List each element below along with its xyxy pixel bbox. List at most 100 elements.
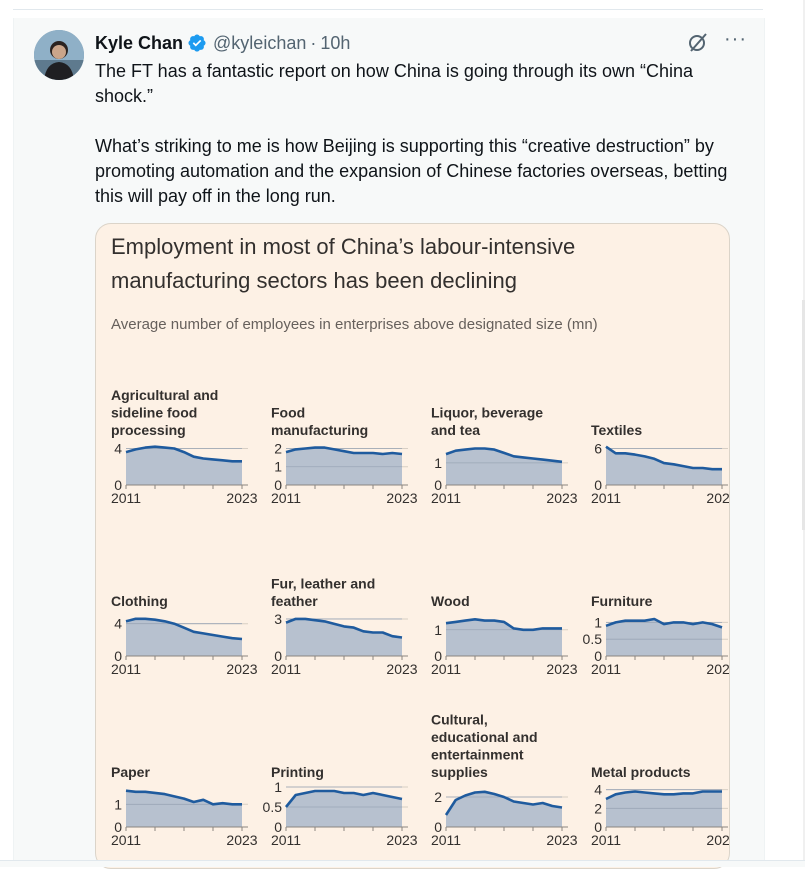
series-line — [285, 446, 403, 456]
tweet-text: The FT has a fantastic report on how Chi… — [95, 59, 755, 234]
small-multiple-panel: Metal products 2011 2023 0 2 4 — [591, 764, 729, 848]
x-tick-label: 2011 — [431, 661, 461, 677]
bottom-divider — [0, 860, 805, 867]
series-area — [286, 618, 402, 656]
x-tick-label: 2011 — [111, 490, 141, 506]
series-area — [286, 791, 402, 827]
series-line — [284, 789, 403, 808]
x-tick-label: 2011 — [271, 490, 301, 506]
series-area — [606, 791, 722, 827]
x-tick-label: 2023 — [706, 832, 729, 848]
x-tick-label: 2011 — [271, 661, 301, 677]
small-multiple-panel: Printing 2011 2023 0 0.5 1 — [263, 764, 418, 848]
series-area — [126, 618, 242, 656]
y-tick-label: 0 — [114, 648, 122, 664]
side-panel-edge — [802, 300, 805, 530]
x-tick-label: 2023 — [226, 661, 257, 677]
separator-dot: · — [310, 32, 317, 53]
x-tick-label: 2011 — [111, 832, 141, 848]
x-tick-label: 2023 — [226, 832, 257, 848]
small-multiple-panel: Wood 2011 2023 0 1 — [431, 593, 578, 677]
series-area — [446, 448, 562, 485]
x-tick-label: 2023 — [226, 490, 257, 506]
x-tick-label: 2011 — [271, 832, 301, 848]
small-multiple-panel: Furniture 2011 2023 00.51 — [583, 593, 729, 677]
y-tick-label: 0 — [434, 477, 442, 493]
y-tick-label: 0 — [594, 819, 602, 835]
divider — [13, 9, 763, 10]
y-tick-label: 3 — [274, 611, 282, 627]
x-tick-label: 2011 — [591, 661, 621, 677]
series-area — [446, 619, 562, 656]
author-handle[interactable]: @kyleichan — [213, 32, 307, 53]
panel-title: Paper — [111, 764, 150, 780]
x-tick-label: 2023 — [546, 661, 577, 677]
x-tick-label: 2023 — [546, 490, 577, 506]
series-line — [605, 790, 722, 801]
series-line — [605, 617, 723, 629]
avatar[interactable] — [34, 30, 84, 80]
series-line — [125, 617, 243, 641]
x-tick-label: 2011 — [431, 490, 461, 506]
panel-title: Food — [271, 405, 305, 421]
panel-title: Fur, leather and — [271, 576, 375, 592]
y-tick-label: 2 — [434, 789, 442, 805]
panel-title: Clothing — [111, 593, 168, 609]
y-tick-label: 4 — [594, 782, 602, 798]
y-tick-label: 0 — [594, 477, 602, 493]
series-area — [446, 791, 562, 827]
series-line — [125, 445, 242, 463]
panel-title: Furniture — [591, 593, 653, 609]
y-tick-label: 0 — [434, 648, 442, 664]
panel-title: Wood — [431, 593, 470, 609]
x-tick-label: 2011 — [591, 490, 621, 506]
avatar-image — [34, 30, 84, 80]
y-tick-label: 0 — [114, 819, 122, 835]
y-tick-label: 0 — [114, 477, 122, 493]
panel-title: manufacturing — [271, 422, 368, 438]
small-multiple-panel: Clothing 2011 2023 0 4 — [111, 593, 258, 677]
panel-title: and tea — [431, 422, 480, 438]
panel-title: feather — [271, 593, 318, 609]
series-line — [444, 790, 563, 816]
series-line — [445, 618, 562, 632]
panel-title: supplies — [431, 764, 488, 780]
y-tick-label: 4 — [114, 616, 122, 632]
y-tick-label: 2 — [594, 800, 602, 816]
panel-title: Textiles — [591, 422, 642, 438]
verified-badge-icon — [188, 34, 206, 52]
y-tick-label: 0.5 — [583, 631, 603, 647]
grok-icon[interactable] — [686, 30, 710, 54]
timestamp[interactable]: 10h — [320, 32, 351, 53]
x-tick-label: 2023 — [386, 832, 417, 848]
x-tick-label: 2023 — [386, 490, 417, 506]
x-tick-label: 2023 — [706, 661, 729, 677]
panel-title: processing — [111, 422, 186, 438]
y-tick-label: 1 — [434, 455, 442, 471]
y-tick-label: 0.5 — [263, 799, 283, 815]
tweet-paragraph: The FT has a fantastic report on how Chi… — [95, 61, 693, 106]
x-tick-label: 2023 — [546, 832, 577, 848]
small-multiple-panel: Textiles 2011 2023 0 6 — [591, 422, 729, 506]
series-area — [286, 447, 402, 485]
chart-image[interactable]: Employment in most of China’s labour-int… — [95, 223, 730, 869]
x-tick-label: 2011 — [111, 661, 141, 677]
panel-title: sideline food — [111, 405, 197, 421]
y-tick-label: 0 — [594, 648, 602, 664]
series-area — [126, 790, 242, 827]
more-icon[interactable]: ··· — [724, 28, 747, 50]
author-name[interactable]: Kyle Chan — [95, 32, 184, 53]
y-tick-label: 0 — [434, 819, 442, 835]
tweet-paragraph: What’s striking to me is how Beijing is … — [95, 136, 728, 206]
series-area — [126, 446, 242, 485]
small-multiple-panel: Cultural,educational and entertainmentsup… — [431, 712, 578, 849]
series-area — [606, 619, 722, 656]
y-tick-label: 0 — [274, 477, 282, 493]
panel-title: Agricultural and — [111, 387, 218, 403]
y-tick-label: 1 — [274, 779, 282, 795]
y-tick-label: 1 — [274, 459, 282, 475]
panel-title: educational and — [431, 729, 538, 745]
